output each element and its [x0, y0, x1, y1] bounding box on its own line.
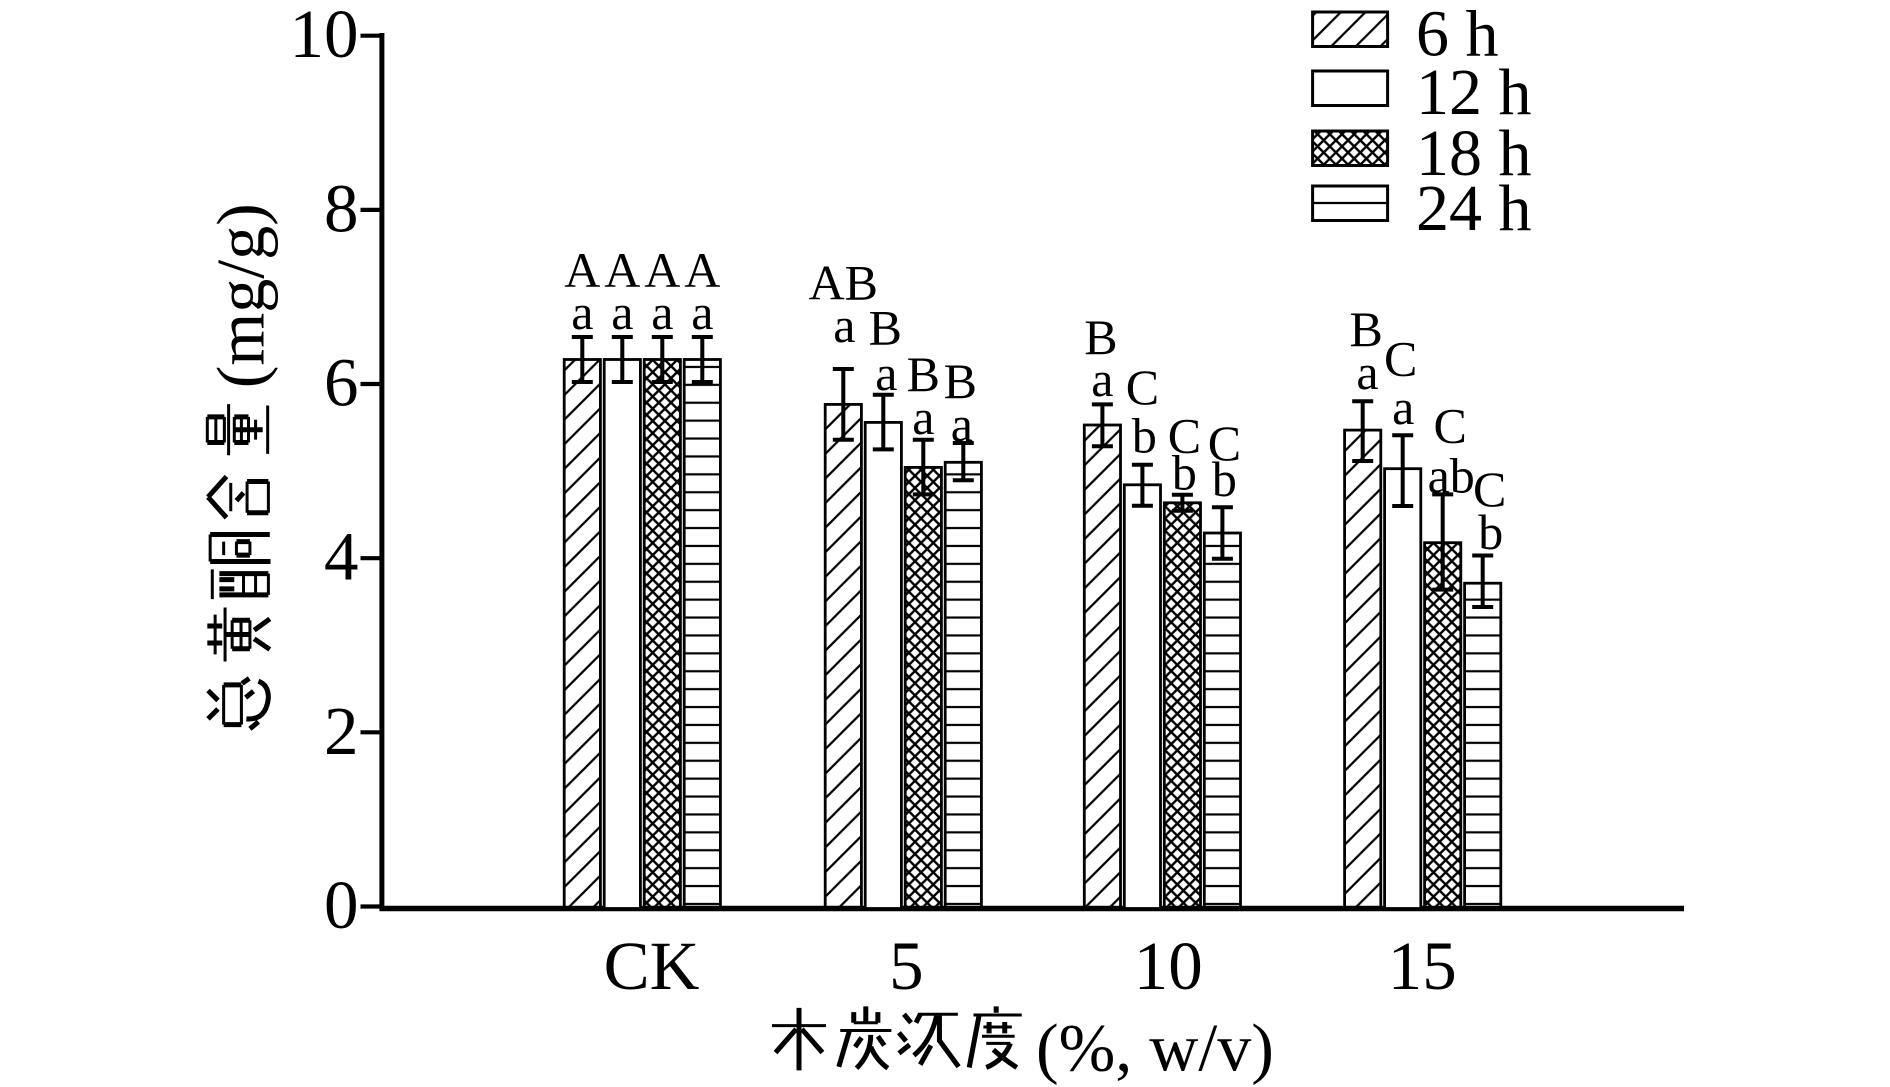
svg-text:C: C — [1208, 415, 1241, 471]
svg-text:a: a — [875, 345, 897, 401]
svg-text:a: a — [912, 389, 934, 445]
svg-text:10: 10 — [290, 0, 359, 72]
svg-text:B: B — [869, 300, 902, 356]
svg-text:B: B — [907, 346, 940, 402]
svg-text:C: C — [1434, 398, 1467, 454]
svg-text:A: A — [684, 242, 720, 298]
svg-text:C: C — [1473, 461, 1506, 517]
svg-text:a: a — [1392, 379, 1414, 435]
svg-text:ab: ab — [1428, 447, 1475, 503]
svg-text:CK: CK — [604, 928, 700, 1004]
svg-text:B: B — [1084, 309, 1117, 365]
svg-text:A: A — [604, 242, 640, 298]
svg-text:a: a — [611, 284, 633, 340]
svg-text:a: a — [1356, 344, 1378, 400]
svg-text:15: 15 — [1388, 928, 1457, 1004]
svg-text:4: 4 — [324, 519, 359, 595]
svg-text:24 h: 24 h — [1416, 172, 1532, 245]
svg-text:(mg/g): (mg/g) — [202, 203, 278, 388]
svg-text:18 h: 18 h — [1416, 117, 1532, 190]
svg-text:b: b — [1172, 445, 1197, 501]
svg-text:6: 6 — [324, 345, 359, 421]
svg-text:AB: AB — [809, 255, 878, 311]
svg-text:(%, w/v): (%, w/v) — [1036, 1010, 1274, 1086]
svg-text:B: B — [944, 353, 977, 409]
svg-text:12 h: 12 h — [1416, 56, 1532, 129]
svg-text:a: a — [571, 284, 593, 340]
svg-text:A: A — [564, 242, 600, 298]
svg-text:2: 2 — [324, 693, 359, 769]
svg-text:5: 5 — [889, 928, 924, 1004]
svg-text:C: C — [1384, 331, 1417, 387]
svg-text:a: a — [951, 396, 973, 452]
svg-text:a: a — [651, 284, 673, 340]
svg-text:a: a — [833, 297, 855, 353]
svg-text:b: b — [1478, 504, 1503, 560]
svg-text:0: 0 — [324, 867, 359, 943]
svg-text:8: 8 — [324, 170, 359, 246]
svg-text:C: C — [1168, 408, 1201, 464]
svg-text:A: A — [644, 242, 680, 298]
svg-text:b: b — [1132, 408, 1157, 464]
svg-text:b: b — [1212, 451, 1237, 507]
svg-text:a: a — [691, 284, 713, 340]
svg-text:a: a — [1091, 351, 1113, 407]
svg-text:C: C — [1126, 359, 1159, 415]
svg-text:10: 10 — [1134, 928, 1203, 1004]
svg-text:B: B — [1350, 301, 1383, 357]
svg-text:6 h: 6 h — [1416, 0, 1499, 71]
